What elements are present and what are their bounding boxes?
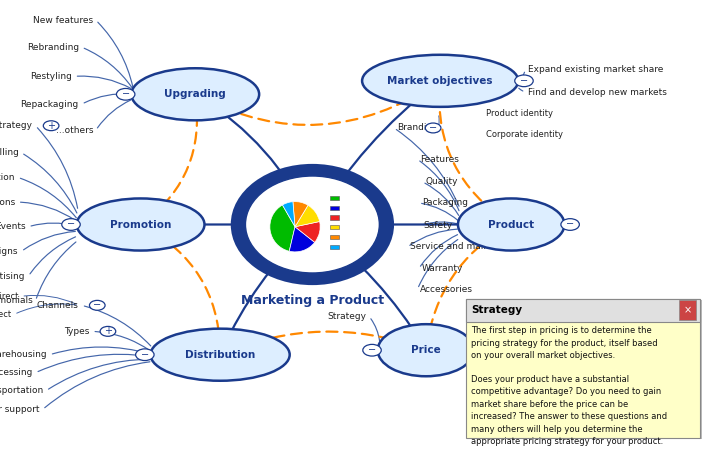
Text: −: − xyxy=(121,89,130,99)
Text: Product identity: Product identity xyxy=(486,109,552,118)
Wedge shape xyxy=(295,221,320,242)
Text: Branding: Branding xyxy=(397,123,438,132)
Text: Public relations: Public relations xyxy=(0,198,15,207)
Ellipse shape xyxy=(236,167,389,282)
FancyBboxPatch shape xyxy=(330,235,339,239)
Text: Personal selling: Personal selling xyxy=(0,148,18,157)
Circle shape xyxy=(116,88,135,100)
Text: Repackaging: Repackaging xyxy=(21,100,79,109)
FancyBboxPatch shape xyxy=(679,300,696,320)
Text: −: − xyxy=(520,76,528,86)
Text: Accessories: Accessories xyxy=(420,285,474,294)
Ellipse shape xyxy=(458,198,564,251)
Text: Features: Features xyxy=(420,155,459,164)
Text: Price: Price xyxy=(411,345,441,355)
Text: Product: Product xyxy=(488,220,534,229)
Text: Testimonials: Testimonials xyxy=(0,296,33,305)
Text: Customer support: Customer support xyxy=(0,405,40,414)
Circle shape xyxy=(425,123,441,133)
Text: −: − xyxy=(566,220,574,229)
Text: Restyling: Restyling xyxy=(30,72,72,81)
FancyBboxPatch shape xyxy=(330,206,339,210)
FancyBboxPatch shape xyxy=(330,216,339,220)
Circle shape xyxy=(100,326,116,336)
Text: Distribution: Distribution xyxy=(185,350,255,360)
Ellipse shape xyxy=(77,198,204,251)
Text: +: + xyxy=(104,326,112,336)
Wedge shape xyxy=(293,202,308,227)
Circle shape xyxy=(62,219,80,230)
Text: New features: New features xyxy=(33,16,93,25)
Ellipse shape xyxy=(362,55,518,107)
FancyBboxPatch shape xyxy=(466,299,700,322)
Text: Market objectives: Market objectives xyxy=(388,76,493,86)
Wedge shape xyxy=(270,205,295,251)
Text: Upgrading: Upgrading xyxy=(165,89,226,99)
Ellipse shape xyxy=(151,329,290,381)
Text: Find and develop new markets: Find and develop new markets xyxy=(528,88,667,97)
FancyBboxPatch shape xyxy=(330,196,339,200)
Circle shape xyxy=(515,75,533,87)
FancyBboxPatch shape xyxy=(466,299,700,438)
Text: Service and maintenance: Service and maintenance xyxy=(410,242,526,251)
Text: Direct: Direct xyxy=(0,292,18,301)
Text: ×: × xyxy=(683,305,692,315)
Text: Safety: Safety xyxy=(423,221,452,230)
Circle shape xyxy=(43,121,59,131)
Text: Indirect: Indirect xyxy=(0,310,11,319)
Circle shape xyxy=(561,219,579,230)
Ellipse shape xyxy=(231,164,394,285)
Text: Sales promotion: Sales promotion xyxy=(0,173,15,182)
Text: Events: Events xyxy=(0,222,26,231)
Text: Strategy: Strategy xyxy=(327,312,366,321)
Text: Order processing: Order processing xyxy=(0,368,33,377)
Circle shape xyxy=(89,300,105,310)
Text: −: − xyxy=(141,350,149,360)
FancyBboxPatch shape xyxy=(330,225,339,229)
Wedge shape xyxy=(289,227,315,252)
Text: Marketing a Product: Marketing a Product xyxy=(241,294,384,307)
Text: Quality: Quality xyxy=(425,177,458,186)
Text: −: − xyxy=(67,220,75,229)
Text: Advertising: Advertising xyxy=(0,272,26,281)
Wedge shape xyxy=(295,205,320,227)
Text: −: − xyxy=(429,123,437,133)
Text: Strategy: Strategy xyxy=(471,305,523,315)
Text: −: − xyxy=(93,300,102,310)
Circle shape xyxy=(363,344,381,356)
Text: Packaging: Packaging xyxy=(422,198,468,207)
FancyBboxPatch shape xyxy=(330,245,339,249)
Text: Transportation: Transportation xyxy=(0,386,43,395)
Text: The first step in pricing is to determine the
pricing strategy for the product, : The first step in pricing is to determin… xyxy=(471,326,658,361)
Text: Strategy: Strategy xyxy=(0,121,33,130)
FancyBboxPatch shape xyxy=(468,300,702,439)
Text: −: − xyxy=(368,345,376,355)
Text: Rebranding: Rebranding xyxy=(27,43,79,52)
Text: Promotion: Promotion xyxy=(110,220,171,229)
Text: Channels: Channels xyxy=(37,301,79,310)
Ellipse shape xyxy=(233,166,392,283)
Ellipse shape xyxy=(131,68,259,120)
Text: +: + xyxy=(47,121,55,131)
Text: Warranty: Warranty xyxy=(422,264,463,273)
Text: Warehousing: Warehousing xyxy=(0,350,47,359)
Text: ...others: ...others xyxy=(55,126,93,135)
Text: Does your product have a substantial
competitive advantage? Do you need to gain
: Does your product have a substantial com… xyxy=(471,375,667,446)
Ellipse shape xyxy=(246,176,379,273)
Ellipse shape xyxy=(378,324,474,376)
Text: Corporate identity: Corporate identity xyxy=(486,130,562,139)
Circle shape xyxy=(136,349,154,361)
Text: Expand existing market share: Expand existing market share xyxy=(528,65,664,74)
Text: Types: Types xyxy=(64,327,89,336)
Text: Campaigns: Campaigns xyxy=(0,247,18,256)
Wedge shape xyxy=(283,202,295,227)
